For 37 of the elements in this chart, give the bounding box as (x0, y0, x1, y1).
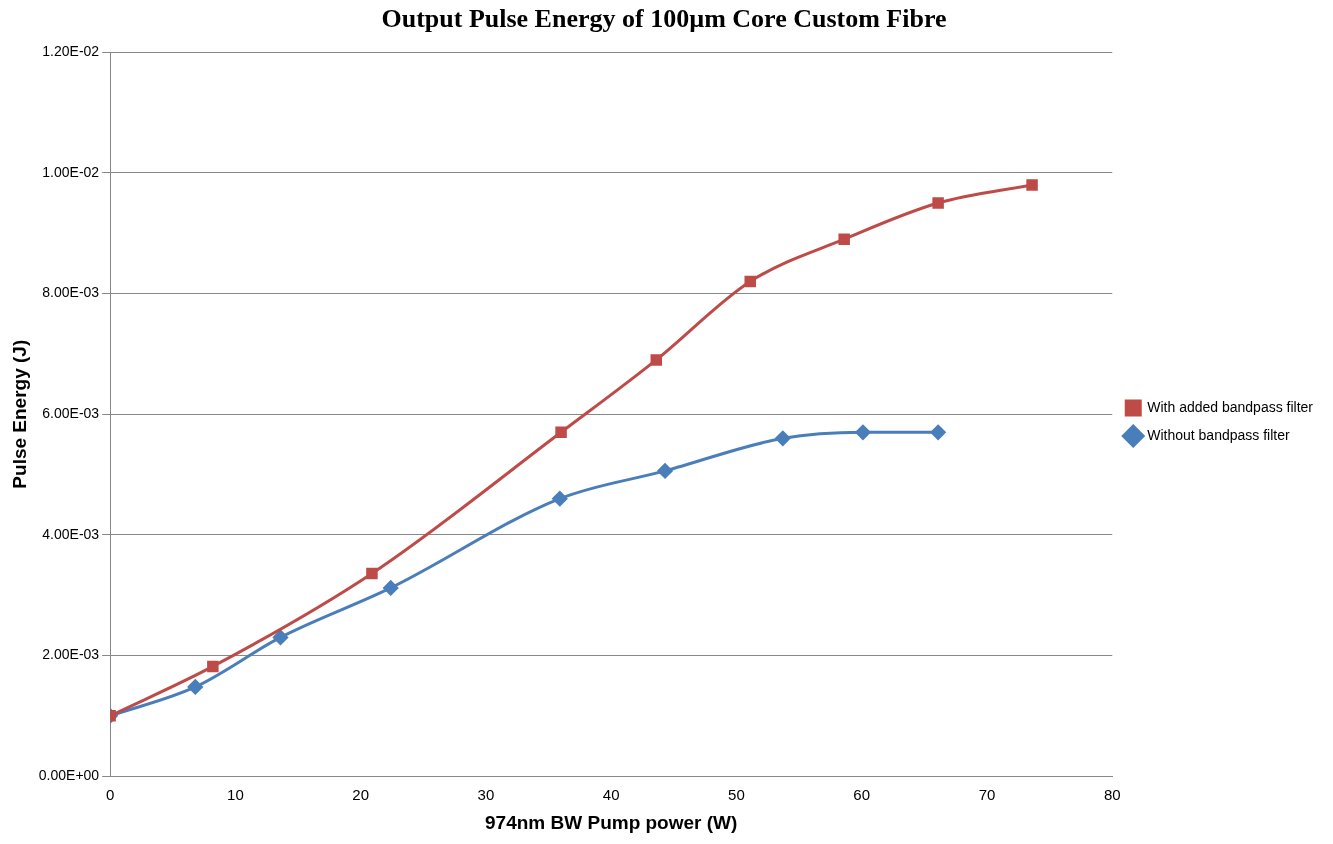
y-axis-title: Pulse Energy (J) (8, 339, 30, 489)
y-tick-label: 6.00E-03 (42, 405, 100, 422)
x-axis-title: 974nm BW Pump power (W) (485, 811, 738, 833)
point (932, 197, 944, 209)
y-tick-label: 4.00E-03 (42, 525, 100, 542)
legend-label: With added bandpass filter (1147, 398, 1314, 415)
x-tick-label: 40 (602, 786, 620, 804)
y-tick-label: 0.00E+00 (38, 767, 100, 784)
point (207, 660, 219, 673)
x-tick-label: 20 (352, 786, 369, 804)
x-tick-label: 0 (105, 786, 115, 804)
point (272, 629, 288, 645)
point (855, 424, 871, 440)
point (838, 233, 850, 245)
y-tick-label: 8.00E-03 (42, 284, 100, 301)
x-tick-label: 50 (728, 786, 745, 804)
point (187, 679, 203, 695)
point (383, 580, 399, 596)
chart-title: Output Pulse Energy of 100µm Core Custom Fibre (381, 4, 947, 34)
point (555, 426, 567, 439)
point (552, 491, 568, 507)
point (1026, 179, 1038, 191)
point (657, 463, 673, 479)
y-tick-label: 1.00E-02 (42, 163, 100, 180)
point (744, 275, 756, 288)
x-tick-label: 10 (227, 786, 244, 804)
x-tick-label: 60 (853, 786, 871, 804)
legend-label: Without bandpass filter (1147, 426, 1290, 443)
point (366, 567, 378, 580)
y-tick-label: 1.20E-02 (42, 43, 100, 60)
point (650, 354, 663, 366)
x-tick-label: 80 (1103, 786, 1121, 804)
x-tick-label: 70 (978, 786, 996, 804)
x-tick-label: 30 (477, 786, 495, 804)
y-tick-label: 2.00E-03 (42, 646, 100, 663)
point (775, 430, 791, 446)
point (930, 424, 946, 440)
